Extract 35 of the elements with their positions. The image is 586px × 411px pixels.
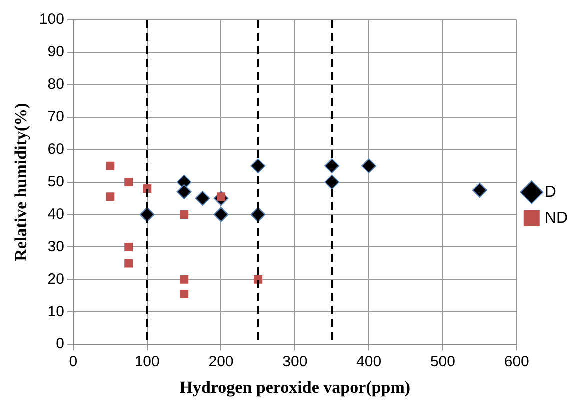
point <box>106 162 115 170</box>
point <box>472 182 488 198</box>
point <box>214 207 229 222</box>
point <box>362 158 377 174</box>
point <box>180 290 189 299</box>
x-tick-label: 300 <box>282 354 308 371</box>
y-tick-label: 100 <box>39 11 64 28</box>
point <box>176 184 192 200</box>
legend-label: D <box>544 184 556 201</box>
y-tick-label: 50 <box>48 173 64 190</box>
y-tick-label: 80 <box>48 76 64 94</box>
y-tick-label: 0 <box>56 336 64 353</box>
x-tick-label: 100 <box>134 354 160 371</box>
y-tick-label: 70 <box>48 108 64 126</box>
x-tick-label: 200 <box>208 354 234 371</box>
y-tick-label: 40 <box>48 206 64 223</box>
point <box>195 191 210 206</box>
y-tick-label: 10 <box>48 303 64 320</box>
y-tick-label: 60 <box>48 140 64 158</box>
y-tick-label: 20 <box>48 270 64 288</box>
point <box>124 178 134 187</box>
point <box>180 275 189 284</box>
y-tick-label: 90 <box>48 44 64 61</box>
point <box>180 210 189 220</box>
x-tick-label: 600 <box>504 354 530 371</box>
point <box>124 259 134 268</box>
x-tick-label: 400 <box>356 354 382 371</box>
point <box>106 192 115 202</box>
legend-label: ND <box>544 210 568 227</box>
x-axis-title: Hydrogen peroxide vapor(ppm) <box>180 378 411 398</box>
point <box>124 242 134 252</box>
y-tick-label: 30 <box>48 238 64 256</box>
x-tick-label: 0 <box>69 354 78 371</box>
x-tick-label: 500 <box>430 354 456 371</box>
y-axis-title: Relative humidity(%) <box>12 103 31 262</box>
